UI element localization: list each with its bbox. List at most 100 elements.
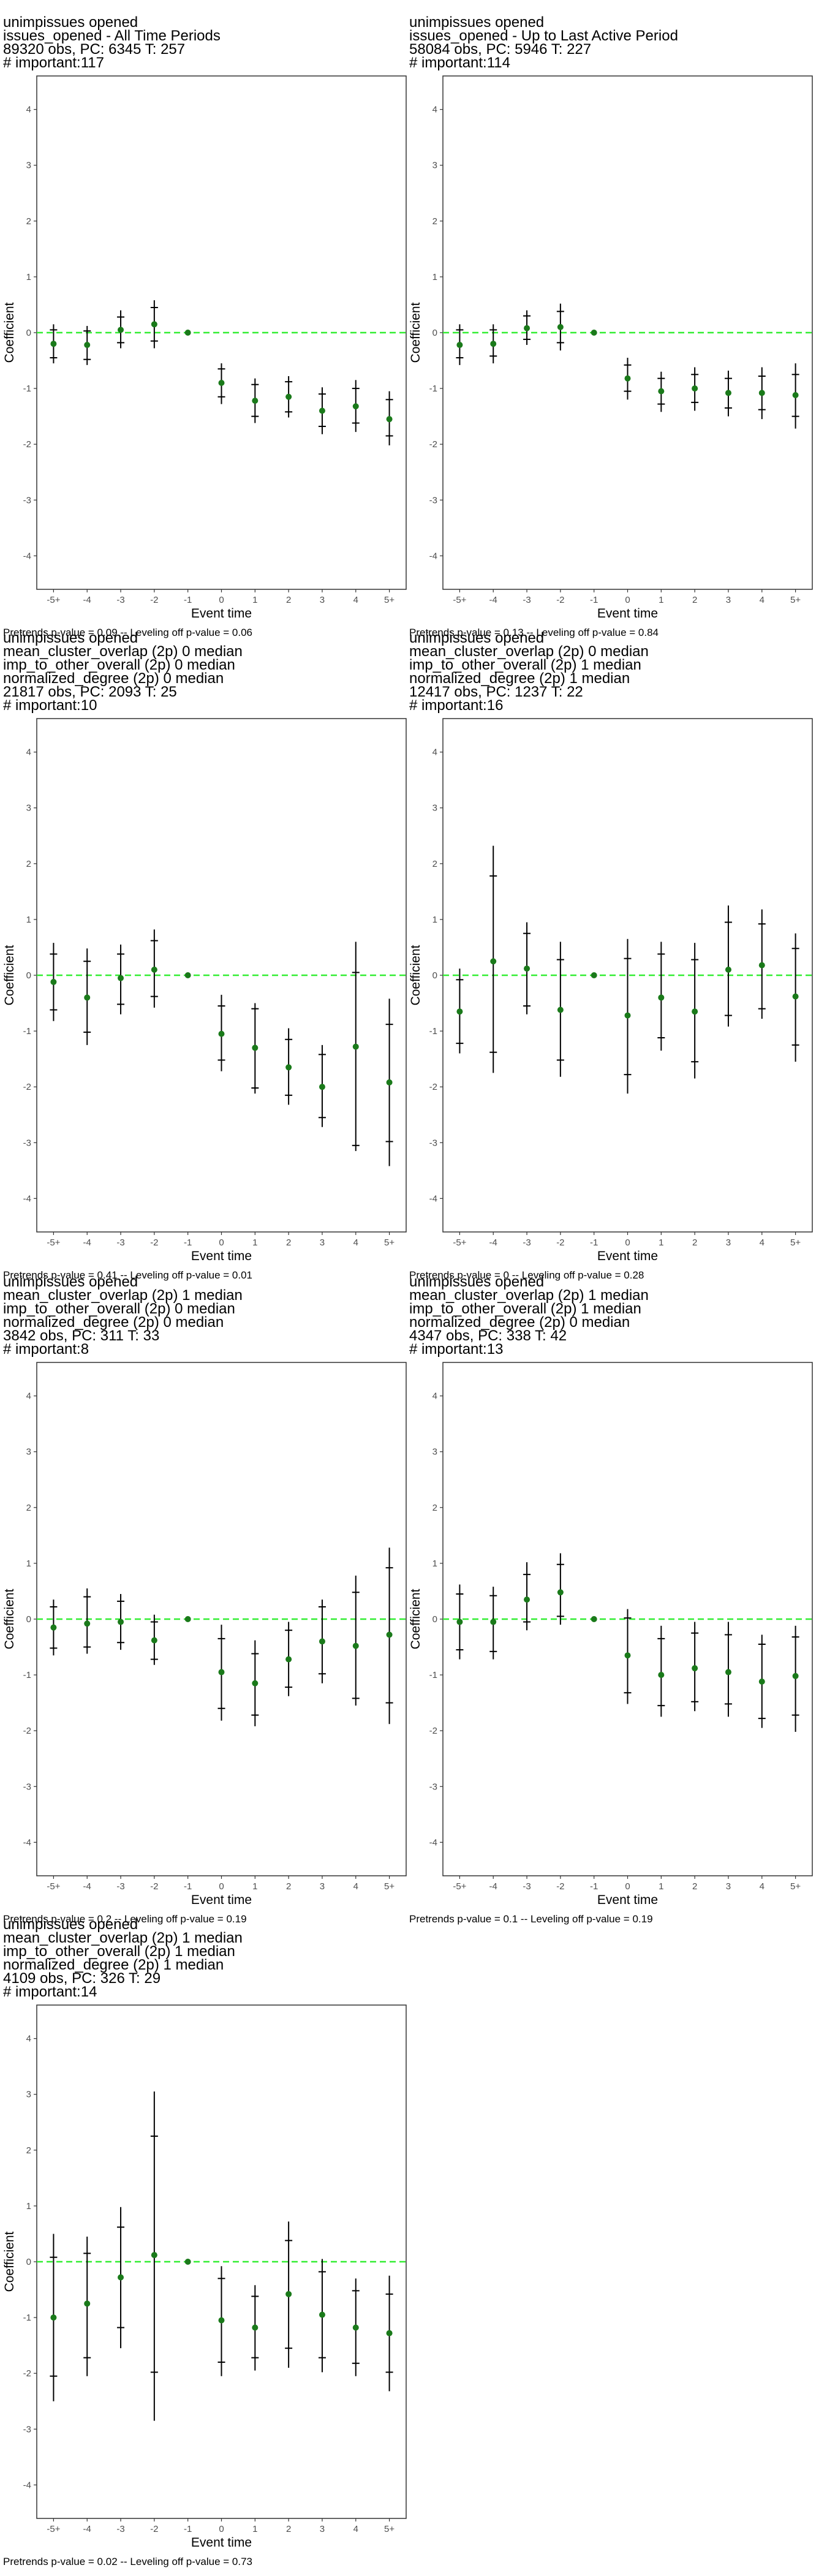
y-tick-label: 3 — [26, 1447, 31, 1457]
data-point — [352, 1043, 359, 1050]
y-tick-label: -1 — [429, 383, 437, 394]
x-tick-label: -4 — [83, 2524, 91, 2534]
data-point — [319, 1084, 325, 1090]
panel-title-line: unimpissues opened — [3, 1274, 138, 1290]
panel-title-line: normalized_degree (2p) 0 median — [3, 670, 224, 687]
y-tick-label: -3 — [23, 2424, 31, 2434]
y-tick-label: 0 — [432, 1614, 437, 1625]
y-tick-label: 2 — [26, 216, 31, 227]
x-tick-label: -1 — [184, 595, 192, 605]
x-tick-label: -4 — [489, 595, 497, 605]
data-point — [524, 965, 531, 972]
data-point — [184, 972, 191, 978]
x-tick-label: 0 — [625, 595, 630, 605]
data-point — [352, 403, 359, 410]
data-point — [591, 1616, 597, 1622]
data-point — [285, 393, 292, 400]
y-tick-label: 1 — [432, 915, 437, 925]
panel-footnote: Pretrends p-value = 0.09 -- Leveling off… — [3, 627, 252, 638]
x-tick-label: -1 — [590, 1881, 598, 1892]
panel-title-line: # important:10 — [3, 697, 97, 714]
y-tick-label: -1 — [23, 383, 31, 394]
data-point — [490, 341, 497, 347]
y-tick-label: 3 — [432, 803, 437, 814]
panel-title-line: # important:14 — [3, 1984, 97, 2000]
data-point — [184, 330, 191, 336]
x-tick-label: -3 — [116, 1881, 124, 1892]
panel-title-line: imp_to_other_overall (2p) 1 median — [3, 1943, 235, 1960]
y-tick-label: 1 — [26, 272, 31, 282]
data-point — [624, 1012, 631, 1019]
panel-title-line: issues_opened - All Time Periods — [3, 28, 221, 44]
data-point — [184, 2259, 191, 2265]
x-axis-label: Event time — [597, 1249, 658, 1263]
x-tick-label: 3 — [320, 595, 325, 605]
y-tick-label: -2 — [429, 1726, 437, 1736]
y-tick-label: 0 — [26, 328, 31, 338]
data-point — [725, 966, 731, 973]
y-tick-label: -2 — [429, 1082, 437, 1092]
panel-footnote: Pretrends p-value = 0.2 -- Leveling off … — [3, 1913, 247, 1925]
y-tick-label: 0 — [432, 328, 437, 338]
x-tick-label: -1 — [184, 1237, 192, 1248]
data-point — [84, 2300, 91, 2307]
data-point — [252, 1680, 259, 1686]
x-tick-label: 5+ — [384, 1237, 395, 1248]
x-axis-label: Event time — [191, 606, 252, 621]
panel-footnote: Pretrends p-value = 0.13 -- Leveling off… — [409, 627, 659, 638]
y-tick-label: 1 — [432, 272, 437, 282]
x-tick-label: 0 — [219, 2524, 224, 2534]
x-tick-label: 5+ — [384, 595, 395, 605]
x-tick-label: 5+ — [790, 595, 801, 605]
y-tick-label: -1 — [23, 1026, 31, 1037]
y-tick-label: -3 — [429, 1138, 437, 1148]
data-point — [50, 978, 57, 985]
panel-title-line: 12417 obs, PC: 1237 T: 22 — [409, 684, 583, 700]
data-point — [151, 1637, 157, 1644]
y-tick-label: -4 — [23, 551, 31, 561]
x-tick-label: -4 — [83, 595, 91, 605]
panel-title-line: imp_to_other_overall (2p) 0 median — [3, 657, 235, 673]
x-tick-label: -4 — [489, 1881, 497, 1892]
x-tick-label: 4 — [760, 1237, 765, 1248]
data-point — [524, 1596, 531, 1603]
y-tick-label: 3 — [26, 803, 31, 814]
data-point — [758, 1679, 765, 1685]
panel-footnote: Pretrends p-value = 0.1 -- Leveling off … — [409, 1913, 653, 1925]
panel-title-line: normalized_degree (2p) 1 median — [3, 1957, 224, 1973]
x-tick-label: -3 — [523, 1881, 531, 1892]
panel-title-line: imp_to_other_overall (2p) 1 median — [409, 1301, 641, 1317]
y-axis-label: Coefficient — [2, 2231, 17, 2292]
x-tick-label: -4 — [489, 1237, 497, 1248]
x-tick-label: 2 — [692, 1237, 697, 1248]
data-point — [490, 1618, 497, 1625]
data-point — [490, 958, 497, 965]
y-tick-label: 2 — [26, 859, 31, 869]
y-axis-label: Coefficient — [2, 302, 17, 363]
x-tick-label: 2 — [286, 1881, 291, 1892]
x-tick-label: 0 — [625, 1237, 630, 1248]
x-tick-label: 4 — [760, 1881, 765, 1892]
y-axis-label: Coefficient — [409, 945, 423, 1005]
x-tick-label: 2 — [286, 595, 291, 605]
data-point — [591, 972, 597, 978]
data-point — [84, 1620, 91, 1627]
x-tick-label: -2 — [556, 1237, 564, 1248]
x-tick-label: 3 — [726, 1237, 731, 1248]
data-point — [658, 994, 665, 1001]
x-tick-label: -2 — [150, 2524, 158, 2534]
panel-title-line: 4109 obs, PC: 326 T: 29 — [3, 1970, 160, 1987]
data-point — [319, 1638, 325, 1645]
data-point — [118, 327, 124, 333]
x-tick-label: -2 — [150, 595, 158, 605]
x-tick-label: 1 — [252, 595, 257, 605]
x-tick-label: -1 — [184, 1881, 192, 1892]
x-tick-label: 4 — [760, 595, 765, 605]
y-tick-label: 3 — [26, 161, 31, 171]
panel-title-line: normalized_degree (2p) 0 median — [3, 1314, 224, 1331]
data-point — [151, 2252, 157, 2259]
data-point — [456, 342, 463, 349]
